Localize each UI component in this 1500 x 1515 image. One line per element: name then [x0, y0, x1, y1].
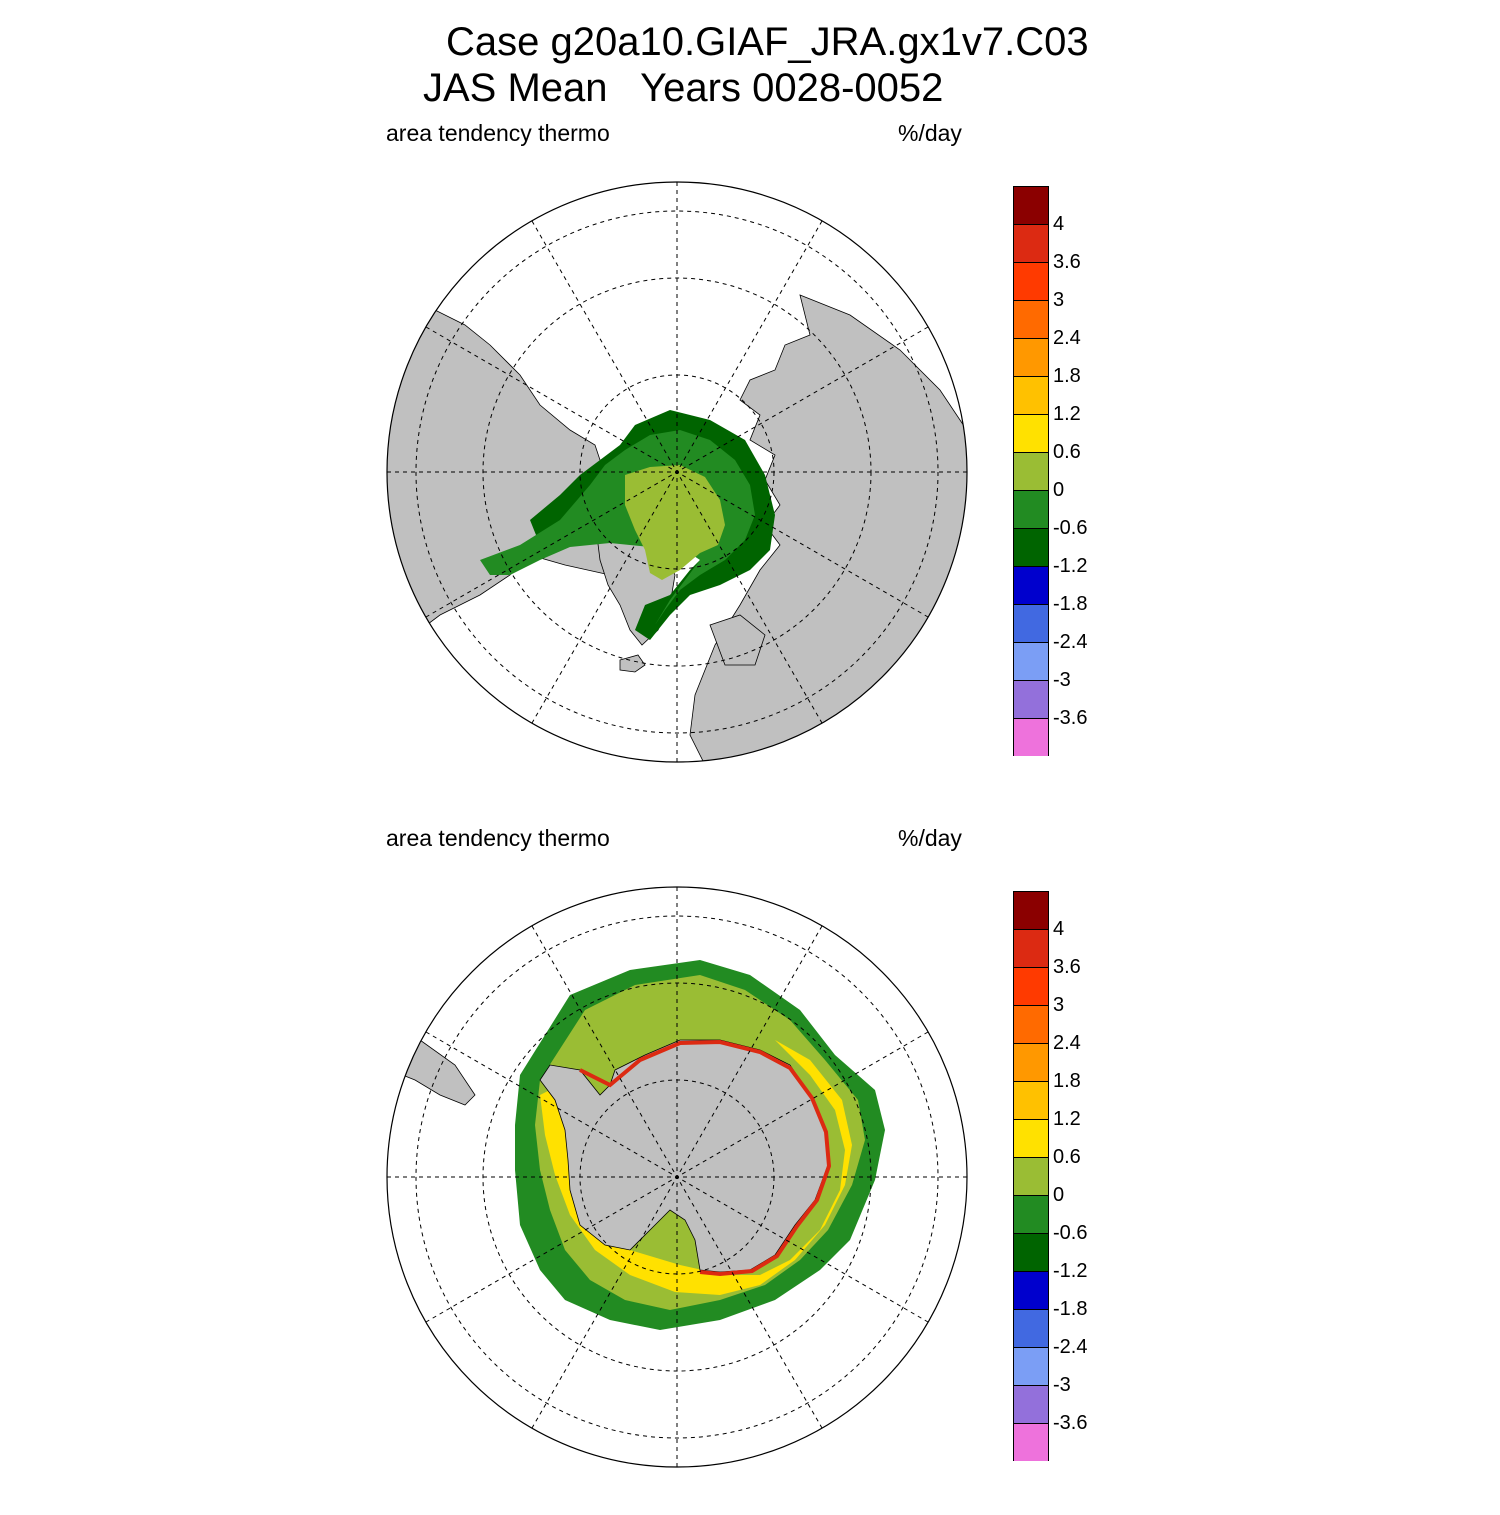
- graticule: [387, 182, 967, 762]
- colorbar-tick-label: -0.6: [1053, 517, 1088, 539]
- colorbar-swatch: [1013, 566, 1049, 604]
- colorbar-swatch: [1013, 604, 1049, 642]
- colorbar-swatch: [1013, 1309, 1049, 1347]
- arctic-islands: [709, 614, 766, 666]
- panel-south: area tendency thermo %/day: [0, 815, 1500, 1515]
- colorbar-tick-label: -1.2: [1053, 1260, 1088, 1282]
- colorbar-tick-label: 0: [1053, 479, 1065, 501]
- colorbar-tick-label: 4: [1053, 918, 1065, 940]
- colorbar-swatch: [1013, 376, 1049, 414]
- variable-label: area tendency thermo: [386, 825, 610, 851]
- colorbar-tick-label: -1.8: [1053, 593, 1088, 615]
- plot-title-line1: Case g20a10.GIAF_JRA.gx1v7.C03: [446, 20, 1089, 64]
- antarctic-coastal-red: [579, 1039, 832, 1277]
- colorbar-tick-label: -0.6: [1053, 1222, 1088, 1244]
- colorbar-swatch: [1013, 1005, 1049, 1043]
- colorbar-swatch: [1013, 528, 1049, 566]
- colorbar-north: 4 3.6 3 2.4 1.8 1.2 0.6 0 -0.6 -1.2 -1.8 -2.4 -3 -3.6: [1013, 186, 1087, 756]
- colorbar-tick-label: -3: [1053, 669, 1071, 691]
- colorbar-swatch: [1013, 186, 1049, 224]
- colorbar-swatch: [1013, 1081, 1049, 1119]
- colorbar-tick-label: 2.4: [1053, 1032, 1081, 1054]
- colorbar-swatch: [1013, 680, 1049, 718]
- colorbar-south: 4 3.6 3 2.4 1.8 1.2 0.6 0 -0.6 -1.2 -1.8 -2.4 -3 -3.6: [1013, 891, 1087, 1461]
- colorbar-tick-label: 1.2: [1053, 403, 1081, 425]
- colorbar-tick-label: 0.6: [1053, 441, 1081, 463]
- colorbar-tick-label: -3: [1053, 1374, 1071, 1396]
- ice-core-neutral: [625, 465, 725, 580]
- colorbar-swatch: [1013, 1157, 1049, 1195]
- colorbar-swatch: [1013, 1119, 1049, 1157]
- colorbar-tick-label: -1.2: [1053, 555, 1088, 577]
- colorbar-tick-label: 3: [1053, 289, 1065, 311]
- north-polar-map: [386, 181, 968, 763]
- colorbar-swatch: [1013, 967, 1049, 1005]
- colorbar-swatch: [1013, 338, 1049, 376]
- colorbar-swatch: [1013, 891, 1049, 929]
- colorbar-swatch: [1013, 642, 1049, 680]
- graticule: [387, 887, 967, 1467]
- colorbar-tick-label: 1.2: [1053, 1108, 1081, 1130]
- colorbar-tick-label: -2.4: [1053, 631, 1088, 653]
- colorbar-tick-label: 3: [1053, 994, 1065, 1016]
- colorbar-tick-label: -3.6: [1053, 1412, 1088, 1434]
- variable-label: area tendency thermo: [386, 120, 610, 146]
- colorbar-swatch: [1013, 1385, 1049, 1423]
- colorbar-swatch: [1013, 1043, 1049, 1081]
- colorbar-tick-label: -1.8: [1053, 1298, 1088, 1320]
- colorbar-tick-label: 0: [1053, 1184, 1065, 1206]
- colorbar-tick-label: 2.4: [1053, 327, 1081, 349]
- colorbar-swatch: [1013, 1233, 1049, 1271]
- colorbar-tick-label: 3.6: [1053, 956, 1081, 978]
- panel-north: area tendency thermo %/day: [0, 110, 1500, 810]
- colorbar-swatch: [1013, 929, 1049, 967]
- colorbar-tick-label: 1.8: [1053, 1070, 1081, 1092]
- units-label: %/day: [898, 120, 962, 146]
- colorbar-tick-label: 1.8: [1053, 365, 1081, 387]
- colorbar-swatch: [1013, 1423, 1049, 1461]
- units-label: %/day: [898, 825, 962, 851]
- colorbar-swatch: [1013, 224, 1049, 262]
- colorbar-swatch: [1013, 452, 1049, 490]
- colorbar-swatch: [1013, 414, 1049, 452]
- plot-title-line2: JAS Mean Years 0028-0052: [423, 66, 944, 110]
- south-polar-map: [386, 886, 968, 1468]
- colorbar-swatch: [1013, 490, 1049, 528]
- colorbar-tick-label: 3.6: [1053, 251, 1081, 273]
- colorbar-swatch: [1013, 262, 1049, 300]
- colorbar-tick-label: 4: [1053, 213, 1065, 235]
- colorbar-swatch: [1013, 1347, 1049, 1385]
- colorbar-swatch: [1013, 718, 1049, 756]
- colorbar-tick-label: -3.6: [1053, 707, 1088, 729]
- colorbar-swatch: [1013, 1271, 1049, 1309]
- colorbar-tick-label: 0.6: [1053, 1146, 1081, 1168]
- colorbar-swatch: [1013, 300, 1049, 338]
- colorbar-tick-label: -2.4: [1053, 1336, 1088, 1358]
- colorbar-swatch: [1013, 1195, 1049, 1233]
